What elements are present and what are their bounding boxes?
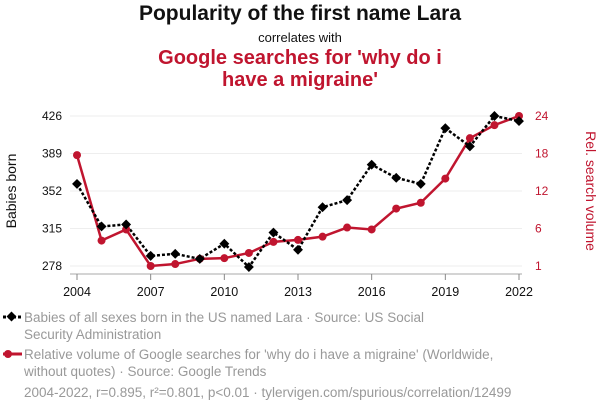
y-tick-label: 389 bbox=[42, 147, 62, 161]
chart-title: Popularity of the first name Lara bbox=[138, 2, 462, 25]
data-point-babies bbox=[145, 250, 156, 261]
x-tick-label: 2016 bbox=[358, 285, 386, 299]
series-line-babies bbox=[75, 114, 520, 269]
data-point-searches bbox=[244, 248, 253, 257]
x-tick-label: 2007 bbox=[137, 285, 165, 299]
data-point-searches bbox=[146, 262, 155, 270]
data-point-babies bbox=[121, 219, 132, 230]
data-point-babies bbox=[366, 159, 377, 170]
x-tick-label: 2019 bbox=[431, 285, 459, 299]
data-point-searches bbox=[515, 112, 523, 120]
legend-item-1: Babies of all sexes born in the US named… bbox=[24, 310, 424, 342]
data-point-babies bbox=[268, 227, 279, 238]
x-tick-label: 2013 bbox=[284, 285, 312, 299]
data-point-babies bbox=[293, 244, 303, 255]
y2-tick-label: 18 bbox=[535, 147, 549, 161]
data-point-searches bbox=[220, 254, 229, 263]
x-tick-label: 2010 bbox=[210, 285, 238, 299]
data-point-babies bbox=[342, 195, 353, 206]
legend-circle-icon bbox=[4, 350, 12, 358]
data-point-searches bbox=[318, 232, 327, 241]
data-point-searches bbox=[490, 121, 499, 130]
data-point-searches bbox=[367, 225, 376, 234]
y2-tick-label: 1 bbox=[535, 259, 542, 273]
data-point-searches bbox=[294, 235, 302, 244]
data-point-babies bbox=[514, 116, 524, 127]
data-point-babies bbox=[464, 141, 475, 152]
y2-tick-label: 6 bbox=[535, 222, 542, 236]
y-tick-label: 352 bbox=[42, 184, 62, 198]
data-point-searches bbox=[97, 236, 106, 245]
footer: 2004-2022, r=0.895, r²=0.801, p<0.01 · t… bbox=[24, 385, 512, 400]
data-point-babies bbox=[391, 172, 402, 183]
legend-diamond-icon bbox=[6, 311, 17, 322]
data-point-searches bbox=[122, 225, 131, 234]
data-point-babies bbox=[170, 248, 181, 259]
x-tick-label: 2004 bbox=[63, 285, 91, 299]
data-point-searches bbox=[416, 198, 425, 207]
data-point-searches bbox=[171, 260, 180, 269]
data-point-searches bbox=[441, 174, 450, 183]
data-point-searches bbox=[343, 223, 352, 232]
data-point-babies bbox=[415, 178, 426, 189]
y-tick-label: 426 bbox=[42, 109, 62, 123]
data-point-babies bbox=[219, 238, 230, 249]
chart-subtitle: correlates with bbox=[258, 30, 342, 45]
data-point-babies bbox=[317, 202, 328, 213]
data-point-searches bbox=[73, 151, 81, 160]
y-tick-label: 278 bbox=[42, 259, 62, 273]
data-point-searches bbox=[465, 134, 474, 143]
y-axis-label: Babies born bbox=[3, 154, 19, 229]
data-point-babies bbox=[440, 123, 451, 134]
data-point-babies bbox=[194, 253, 205, 264]
data-point-searches bbox=[269, 237, 278, 246]
y2-axis-label: Rel. search volume bbox=[583, 131, 599, 251]
y2-tick-label: 24 bbox=[535, 109, 549, 123]
data-point-babies bbox=[96, 221, 107, 232]
chart-title-2: Google searches for 'why do i have a mig… bbox=[158, 47, 442, 91]
legend-markers bbox=[3, 311, 22, 358]
y-tick-label: 315 bbox=[42, 222, 62, 236]
data-point-searches bbox=[392, 204, 401, 213]
data-point-babies bbox=[72, 178, 82, 189]
legend-item-2: Relative volume of Google searches for '… bbox=[24, 347, 494, 379]
data-point-babies bbox=[243, 262, 254, 272]
y2-tick-label: 12 bbox=[535, 184, 549, 198]
x-tick-label: 2022 bbox=[505, 285, 533, 299]
plot-area: 278 315 352 389 426 1 6 12 18 24 2004 2007 2010 2013 2… bbox=[3, 109, 599, 299]
